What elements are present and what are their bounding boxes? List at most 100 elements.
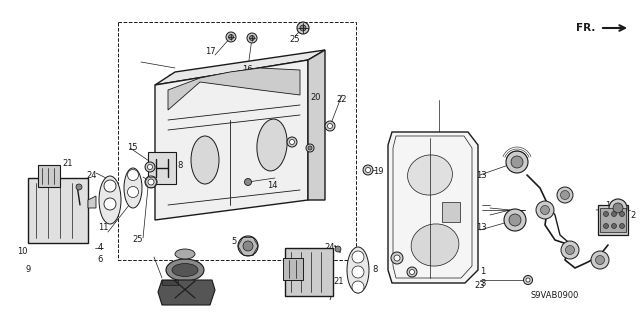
Text: 8: 8 (177, 160, 182, 169)
Circle shape (566, 246, 575, 255)
Ellipse shape (191, 136, 219, 184)
Circle shape (325, 121, 335, 131)
Circle shape (561, 190, 570, 199)
Text: 9: 9 (26, 265, 31, 275)
Circle shape (145, 162, 155, 172)
Circle shape (127, 169, 138, 181)
Circle shape (148, 179, 154, 185)
Circle shape (104, 180, 116, 192)
Bar (118, 22, 356, 260)
Circle shape (407, 267, 417, 277)
Circle shape (352, 251, 364, 263)
Circle shape (76, 184, 82, 190)
Circle shape (226, 32, 236, 42)
Ellipse shape (175, 249, 195, 259)
Text: 13: 13 (476, 224, 486, 233)
Circle shape (557, 187, 573, 203)
Circle shape (504, 209, 526, 231)
Circle shape (363, 165, 373, 175)
Text: FR.: FR. (575, 23, 595, 33)
Text: 14: 14 (267, 181, 277, 189)
Text: 22: 22 (337, 95, 348, 105)
Text: S9VAB0900: S9VAB0900 (531, 292, 579, 300)
Polygon shape (28, 178, 88, 243)
Text: 9: 9 (277, 143, 283, 152)
Circle shape (595, 256, 605, 264)
Ellipse shape (124, 168, 142, 208)
Circle shape (104, 198, 116, 210)
Circle shape (228, 34, 234, 40)
Circle shape (244, 179, 252, 186)
Text: 11: 11 (98, 224, 108, 233)
Circle shape (127, 187, 138, 197)
Circle shape (620, 211, 625, 217)
Text: 24: 24 (324, 243, 335, 253)
Circle shape (300, 25, 306, 31)
Text: 19: 19 (372, 167, 383, 176)
Text: 25: 25 (290, 35, 300, 44)
Polygon shape (283, 258, 303, 280)
Polygon shape (168, 68, 300, 110)
Polygon shape (155, 50, 325, 85)
Polygon shape (285, 248, 333, 296)
Circle shape (243, 241, 253, 251)
Text: 16: 16 (242, 65, 252, 75)
Circle shape (289, 139, 294, 145)
Text: 3: 3 (480, 278, 486, 287)
Text: 2: 2 (630, 211, 636, 219)
Circle shape (250, 35, 255, 41)
Ellipse shape (257, 119, 287, 171)
Polygon shape (88, 196, 96, 208)
Ellipse shape (166, 259, 204, 281)
Circle shape (308, 146, 312, 150)
Circle shape (306, 144, 314, 152)
Circle shape (147, 165, 152, 169)
Text: 25: 25 (132, 235, 143, 244)
Circle shape (145, 176, 157, 188)
Text: 10: 10 (17, 248, 28, 256)
Text: 7: 7 (327, 293, 333, 302)
Circle shape (536, 201, 554, 219)
Text: 25: 25 (415, 271, 425, 279)
Circle shape (526, 278, 530, 282)
Ellipse shape (99, 176, 121, 224)
Ellipse shape (172, 263, 198, 277)
Circle shape (509, 214, 521, 226)
Circle shape (391, 252, 403, 264)
Circle shape (561, 241, 579, 259)
Circle shape (591, 251, 609, 269)
Polygon shape (155, 60, 308, 220)
Polygon shape (442, 202, 460, 222)
Polygon shape (600, 208, 626, 232)
Text: 17: 17 (205, 48, 215, 56)
Circle shape (511, 156, 523, 168)
Circle shape (365, 167, 371, 173)
Polygon shape (38, 165, 60, 187)
Circle shape (613, 203, 623, 213)
Text: 20: 20 (311, 93, 321, 102)
Circle shape (335, 246, 341, 252)
Polygon shape (162, 280, 178, 285)
Circle shape (287, 137, 297, 147)
Circle shape (297, 22, 309, 34)
Circle shape (609, 199, 627, 217)
Circle shape (541, 205, 550, 214)
Circle shape (611, 211, 616, 217)
Text: 12: 12 (404, 243, 415, 253)
Text: 11: 11 (605, 201, 615, 210)
Text: 21: 21 (63, 159, 73, 167)
Text: 15: 15 (127, 144, 137, 152)
Polygon shape (148, 152, 176, 184)
Circle shape (352, 266, 364, 278)
Text: 8: 8 (372, 265, 378, 275)
Text: 18: 18 (150, 170, 161, 180)
Circle shape (328, 123, 333, 129)
Text: 12: 12 (103, 186, 113, 195)
Text: 23: 23 (475, 280, 485, 290)
Text: 4: 4 (97, 243, 102, 253)
Ellipse shape (347, 247, 369, 293)
Polygon shape (158, 280, 215, 305)
Circle shape (611, 224, 616, 228)
Circle shape (247, 33, 257, 43)
Text: 1: 1 (481, 268, 486, 277)
